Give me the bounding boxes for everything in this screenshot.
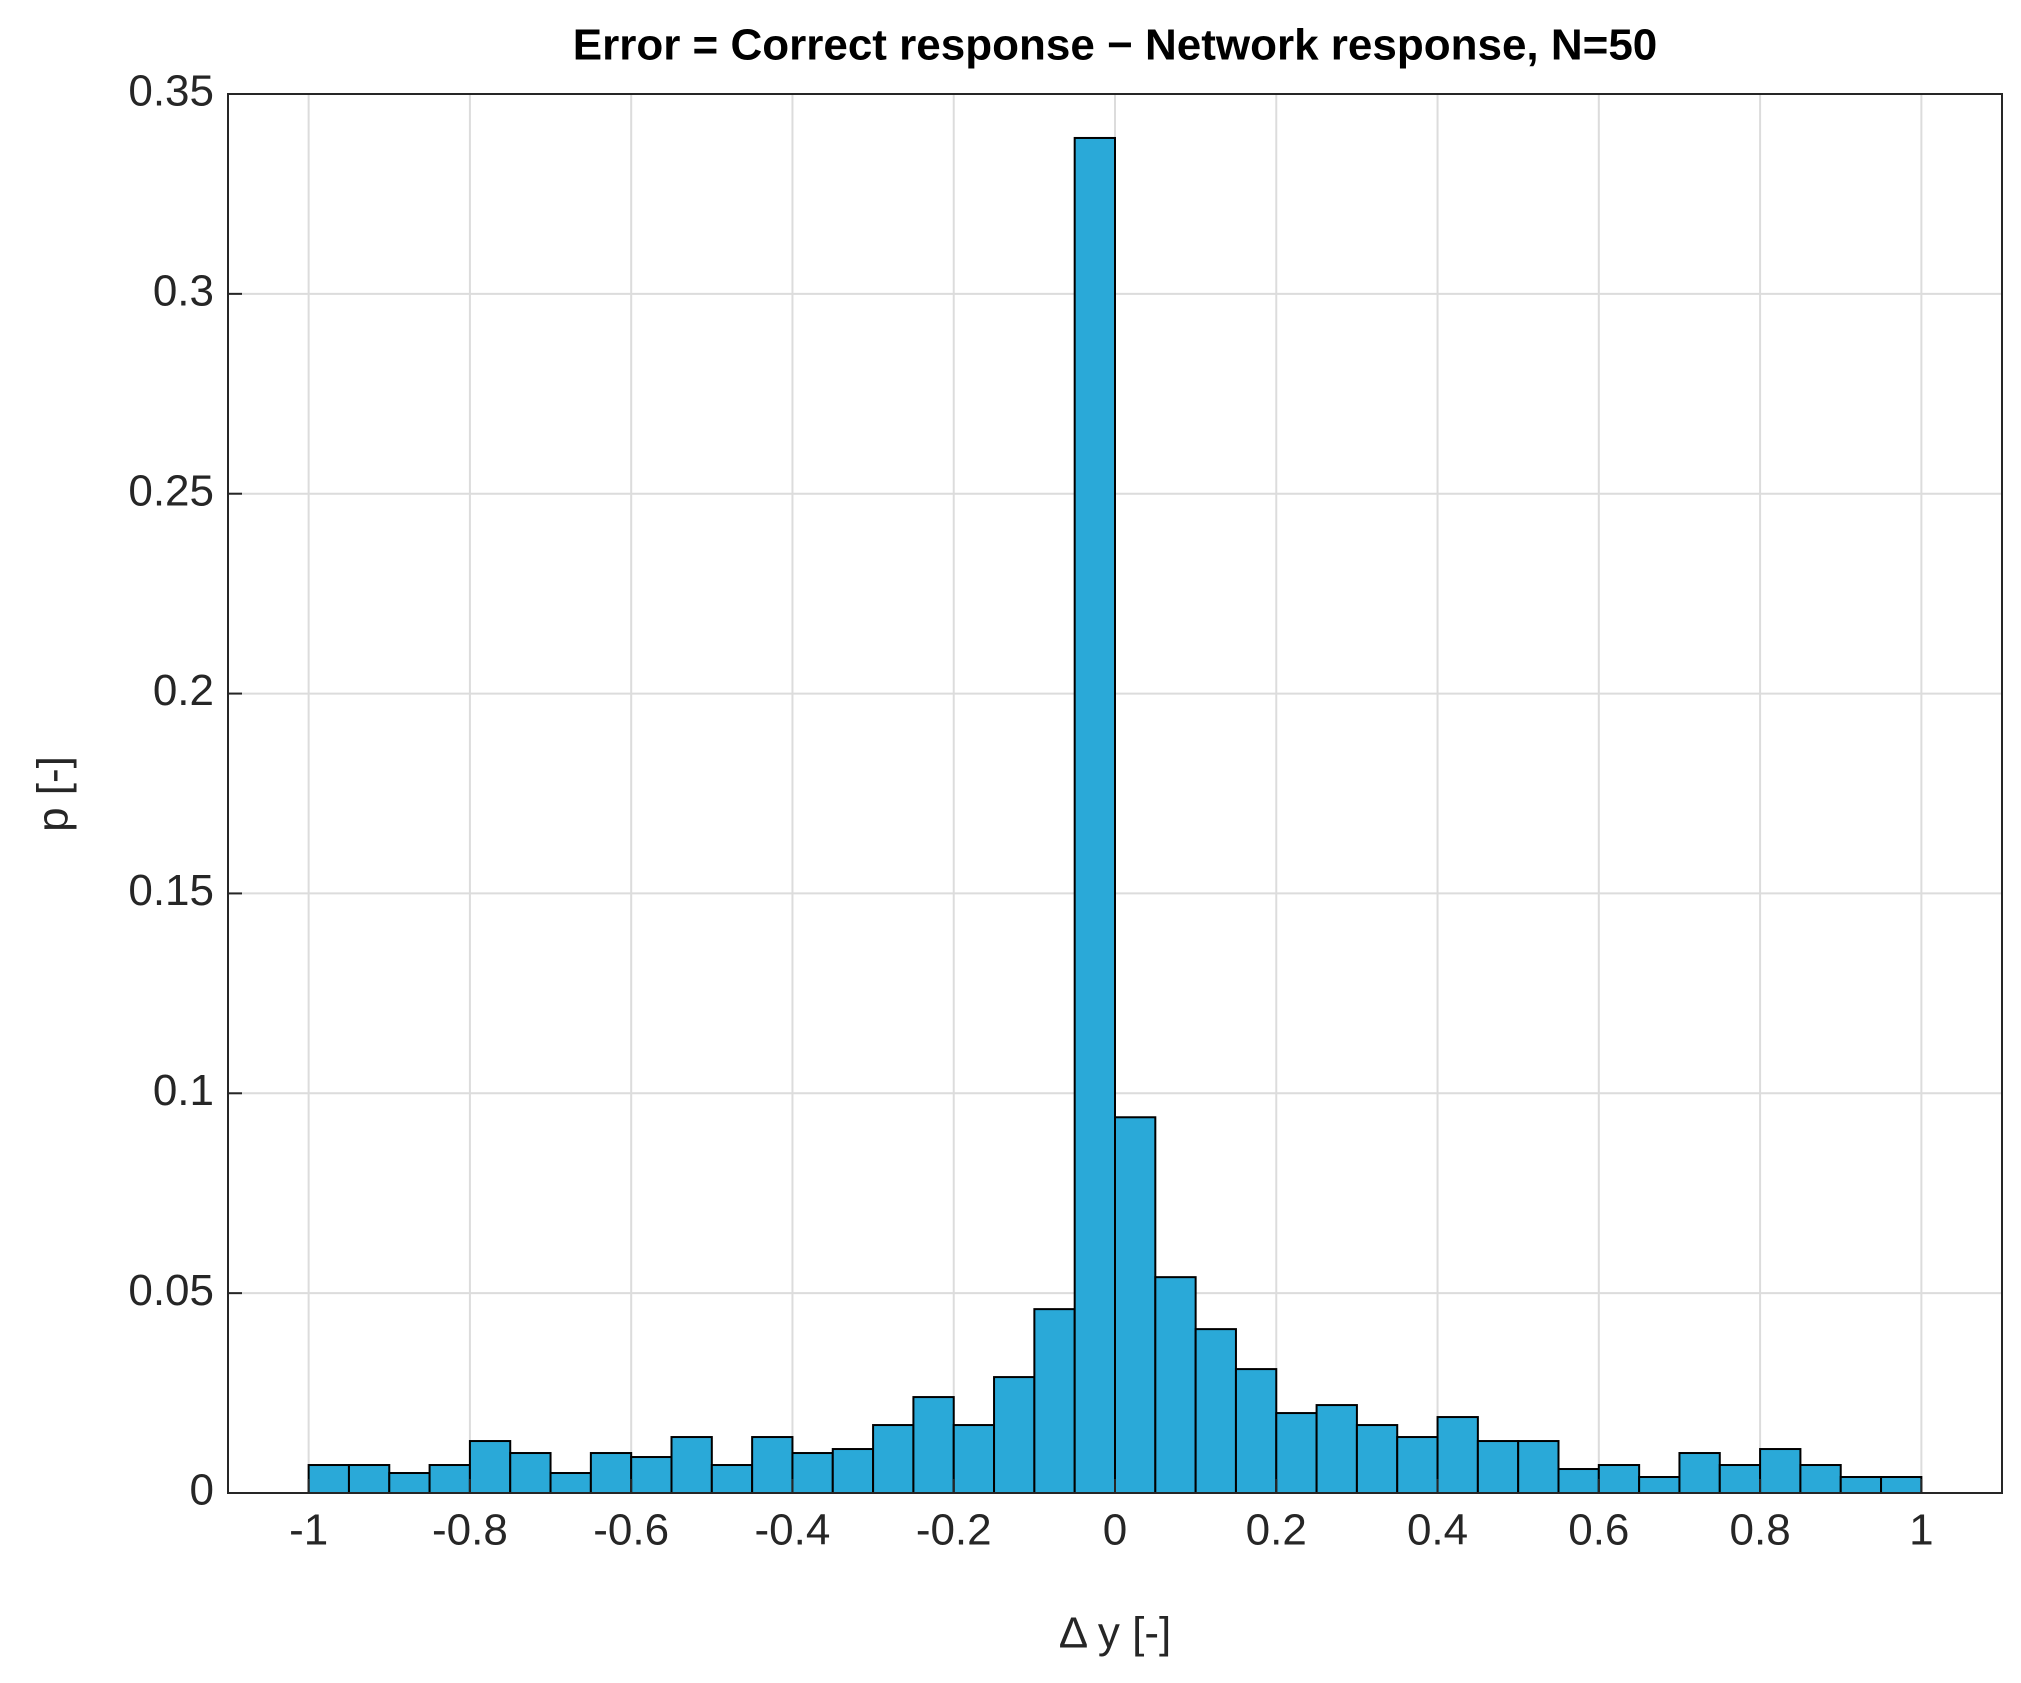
bar [1839,1476,1883,1495]
bars [307,136,1923,1495]
bar [1799,1464,1842,1495]
bar [1234,1368,1278,1495]
y-tick-label: 0.15 [128,866,214,915]
bar [1718,1464,1762,1495]
x-tick-label: 0 [1103,1506,1127,1555]
bar [1154,1276,1197,1495]
bar [589,1452,633,1494]
bar [1033,1308,1076,1495]
y-axis-label: p [-] [29,756,78,832]
bar [388,1472,431,1494]
bar [347,1464,391,1495]
bar [1476,1440,1520,1494]
y-tick-label: 0.25 [128,466,214,515]
x-tick-label: 1 [1909,1506,1933,1555]
bar [1759,1448,1802,1494]
bar [1678,1452,1721,1494]
x-tick-label: -0.8 [432,1506,508,1555]
x-tick-label: -0.4 [755,1506,831,1555]
bar [1436,1416,1479,1495]
bar [1597,1464,1641,1495]
bar [1557,1468,1600,1494]
bar [428,1464,471,1495]
x-axis-label: Δ y [-] [1059,1609,1172,1658]
x-tick-label: 0.8 [1730,1506,1791,1555]
bar [509,1452,552,1494]
bar [831,1448,875,1494]
x-tick-label: 0.4 [1407,1506,1468,1555]
bar [1638,1476,1681,1495]
x-tick-label: -1 [289,1506,328,1555]
bar [872,1424,915,1495]
bar [751,1436,794,1495]
bar [1194,1328,1237,1495]
y-tick-label: 0.2 [153,666,214,715]
bar [1315,1404,1358,1495]
bar [549,1472,592,1494]
x-tick-label: 0.2 [1246,1506,1307,1555]
x-tick-label: 0.6 [1568,1506,1629,1555]
bar [912,1396,955,1495]
y-tick-label: 0 [190,1466,214,1515]
y-tick-label: 0.1 [153,1066,214,1115]
bar [468,1440,512,1494]
bar [1073,136,1116,1494]
bar [1355,1424,1399,1495]
bar [307,1464,350,1495]
bar [710,1464,754,1495]
bar [952,1424,996,1495]
bar [630,1456,673,1495]
bar [1396,1436,1439,1495]
bar [1517,1440,1560,1494]
bar [1275,1412,1318,1494]
x-tick-label: -0.6 [593,1506,669,1555]
y-tick-label: 0.05 [128,1266,214,1315]
bar [670,1436,713,1495]
bar [1114,1116,1157,1494]
y-tick-label: 0.3 [153,266,214,315]
x-tick-label: -0.2 [916,1506,992,1555]
y-tick-label: 0.35 [128,67,214,116]
bar [1880,1476,1923,1495]
chart-title: Error = Correct response − Network respo… [573,21,1658,70]
bar [791,1452,834,1494]
bar [993,1376,1036,1495]
